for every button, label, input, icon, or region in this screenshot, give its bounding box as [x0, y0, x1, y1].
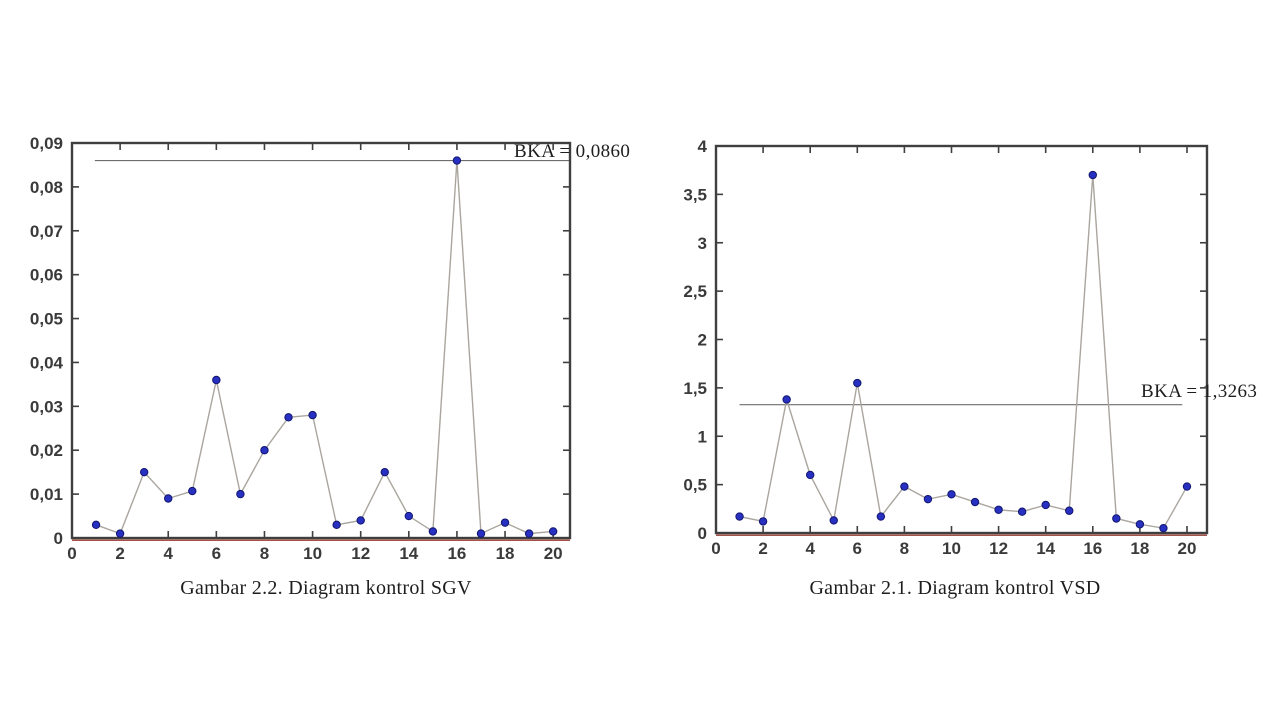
plot-border	[70, 141, 572, 540]
y-tick-label: 1	[698, 427, 707, 446]
y-tick-label: 4	[698, 137, 708, 156]
x-tick-label: 8	[260, 544, 269, 563]
x-tick-label: 2	[758, 539, 767, 558]
data-point	[923, 494, 933, 504]
x-tick-label: 2	[115, 544, 124, 563]
data-point	[900, 482, 909, 491]
x-tick-label: 0	[67, 544, 76, 563]
x-tick-label: 8	[900, 539, 909, 558]
data-point	[994, 505, 1003, 514]
data-point	[782, 395, 791, 404]
y-tick-label: 0,04	[30, 353, 64, 372]
data-point	[524, 529, 534, 538]
data-point	[735, 512, 744, 521]
data-point	[1088, 170, 1097, 180]
data-point	[829, 516, 838, 525]
x-tick-label: 16	[1083, 539, 1102, 558]
data-point	[452, 156, 462, 165]
x-tick-label: 0	[711, 539, 720, 558]
data-point	[758, 517, 768, 526]
data-point	[1065, 506, 1074, 515]
y-tick-label: 0,07	[30, 222, 63, 241]
y-tick-label: 0,09	[30, 134, 63, 153]
x-tick-label: 18	[496, 544, 515, 563]
x-tick-label: 10	[942, 539, 961, 558]
y-tick-label: 1,5	[683, 379, 707, 398]
data-point	[308, 410, 317, 420]
data-point	[91, 520, 101, 530]
data-point	[500, 518, 510, 527]
y-tick-label: 0,02	[30, 441, 63, 460]
x-tick-label: 6	[212, 544, 221, 563]
data-point	[284, 413, 293, 422]
y-tick-label: 3	[698, 234, 707, 253]
x-tick-label: 12	[351, 544, 370, 563]
y-tick-label: 0	[54, 529, 63, 548]
x-tick-label: 4	[163, 544, 173, 563]
data-point	[1112, 514, 1121, 523]
y-tick-label: 0,03	[30, 397, 63, 416]
data-point	[356, 516, 365, 525]
y-tick-label: 0,08	[30, 178, 63, 197]
plot-border	[714, 144, 1209, 535]
y-tick-label: 0	[698, 524, 707, 543]
data-point	[236, 489, 245, 499]
vsd-bka-annotation: BKA = 1,3263	[1141, 381, 1258, 402]
data-point	[164, 494, 173, 503]
x-tick-label: 20	[544, 544, 563, 563]
data-point	[404, 511, 414, 521]
y-tick-label: 3,5	[683, 185, 707, 204]
x-tick-label: 14	[1036, 539, 1055, 558]
data-point	[476, 529, 486, 538]
vsd-control-chart: 0 2 4 6 8 10 12 14 16 18 20 0 0,5 1 1,5 2 2,5 3 3,5 4	[683, 137, 1209, 558]
data-point	[1135, 520, 1145, 529]
data-point	[1182, 482, 1192, 491]
series-line	[95, 160, 554, 535]
x-tick-label: 10	[303, 544, 322, 563]
data-point	[115, 529, 125, 538]
data-point	[970, 497, 980, 507]
y-tick-label: 2	[698, 331, 707, 350]
x-tick-label: 16	[447, 544, 466, 563]
x-tick-label: 18	[1130, 539, 1149, 558]
x-tick-label: 14	[399, 544, 418, 563]
data-point	[1159, 523, 1168, 533]
data-point	[1041, 500, 1050, 510]
y-tick-label: 0,01	[30, 485, 63, 504]
data-point	[805, 470, 815, 480]
sgv-control-chart: 0 2 4 6 8 10 12 14 16 18 20 0 0,01 0,02 0,03 0,04 0,05 0,…	[30, 134, 572, 563]
data-point	[380, 467, 389, 477]
sgv-bka-annotation: BKA = 0,0860	[514, 141, 631, 162]
y-tick-label: 0,06	[30, 266, 63, 285]
data-point	[188, 486, 197, 496]
sgv-chart-caption: Gambar 2.2. Diagram kontrol SGV	[180, 577, 472, 599]
data-point	[332, 520, 341, 530]
y-tick-label: 2,5	[683, 282, 707, 301]
data-point	[1017, 507, 1027, 516]
x-tick-label: 4	[805, 539, 815, 558]
data-point	[876, 512, 886, 521]
y-tick-label: 0,5	[683, 476, 707, 495]
series-line	[739, 174, 1188, 529]
x-tick-label: 20	[1178, 539, 1197, 558]
x-tick-label: 12	[989, 539, 1008, 558]
data-point	[947, 490, 956, 499]
data-point	[260, 446, 269, 455]
data-point	[139, 467, 149, 477]
data-point	[428, 527, 438, 536]
y-tick-label: 0,05	[30, 310, 63, 329]
data-point	[548, 527, 558, 536]
vsd-chart-caption: Gambar 2.1. Diagram kontrol VSD	[809, 577, 1101, 599]
data-point	[212, 375, 221, 385]
data-point	[853, 378, 862, 388]
x-tick-label: 6	[853, 539, 862, 558]
